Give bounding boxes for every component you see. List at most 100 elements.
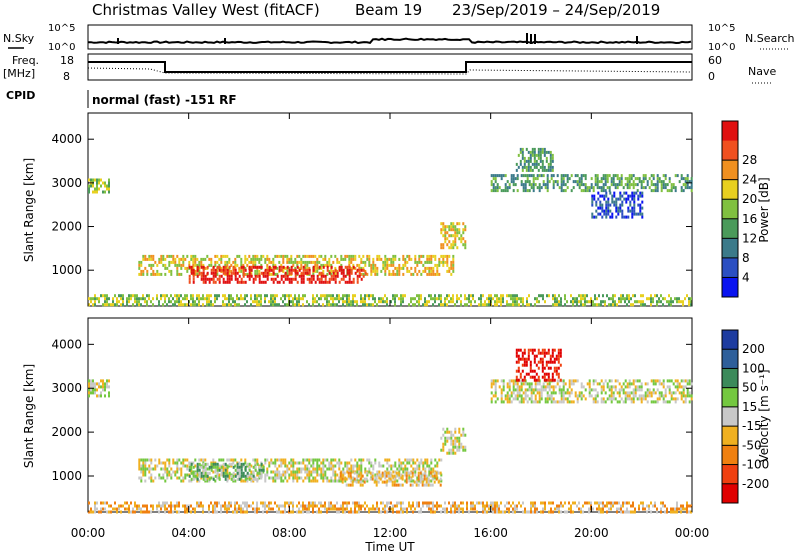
data-cell bbox=[88, 184, 90, 188]
data-cell bbox=[214, 507, 216, 511]
data-cell bbox=[578, 507, 580, 511]
data-cell bbox=[244, 268, 247, 272]
data-cell bbox=[564, 297, 566, 301]
data-cell bbox=[672, 391, 675, 395]
data-cell bbox=[615, 209, 618, 213]
data-cell bbox=[627, 206, 630, 210]
data-cell bbox=[280, 476, 283, 480]
data-cell bbox=[412, 461, 415, 465]
colorbar-tick-label: 16 bbox=[742, 212, 757, 226]
data-cell bbox=[660, 510, 662, 514]
data-cell bbox=[672, 300, 674, 304]
data-cell bbox=[184, 473, 187, 477]
data-cell bbox=[633, 197, 636, 201]
data-cell bbox=[594, 297, 596, 301]
data-cell bbox=[278, 510, 280, 514]
data-cell bbox=[542, 385, 545, 389]
data-cell bbox=[558, 294, 560, 298]
data-cell bbox=[302, 501, 304, 505]
data-cell bbox=[519, 147, 522, 151]
data-cell bbox=[228, 269, 231, 273]
data-cell bbox=[144, 458, 147, 462]
data-cell bbox=[551, 378, 554, 382]
data-cell bbox=[402, 461, 405, 465]
data-cell bbox=[322, 303, 324, 307]
data-cell bbox=[543, 351, 546, 355]
data-cell bbox=[520, 504, 522, 508]
data-cell bbox=[234, 303, 236, 307]
data-cell bbox=[88, 388, 90, 392]
data-cell bbox=[496, 174, 499, 178]
data-cell bbox=[600, 180, 603, 184]
data-cell bbox=[412, 504, 414, 508]
data-cell bbox=[204, 277, 207, 281]
data-cell bbox=[272, 271, 275, 275]
data-cell bbox=[318, 467, 321, 471]
data-cell bbox=[624, 300, 626, 304]
data-cell bbox=[316, 470, 319, 474]
data-cell bbox=[394, 464, 397, 468]
data-cell bbox=[232, 458, 235, 462]
data-cell bbox=[374, 297, 376, 301]
data-cell bbox=[670, 186, 673, 190]
data-cell bbox=[532, 189, 535, 193]
data-cell bbox=[517, 378, 520, 382]
data-cell bbox=[516, 504, 518, 508]
data-cell bbox=[627, 194, 630, 198]
data-cell bbox=[442, 303, 444, 307]
data-cell bbox=[512, 303, 514, 307]
data-cell bbox=[543, 378, 546, 382]
data-cell bbox=[288, 467, 291, 471]
data-cell bbox=[470, 300, 472, 304]
data-cell bbox=[596, 501, 598, 505]
data-cell bbox=[236, 477, 239, 481]
data-cell bbox=[612, 391, 615, 395]
data-cell bbox=[338, 300, 340, 304]
data-cell bbox=[637, 197, 640, 201]
data-cell bbox=[244, 468, 247, 472]
data-cell bbox=[332, 470, 335, 474]
data-cell bbox=[574, 180, 577, 184]
data-cell bbox=[92, 303, 94, 307]
data-cell bbox=[564, 510, 566, 514]
data-cell bbox=[182, 260, 185, 264]
data-cell bbox=[290, 461, 293, 465]
data-cell bbox=[284, 254, 287, 258]
data-cell bbox=[601, 203, 604, 207]
data-cell bbox=[252, 260, 255, 264]
data-cell bbox=[529, 168, 532, 172]
data-cell bbox=[480, 297, 482, 301]
data-cell bbox=[422, 254, 425, 258]
data-cell bbox=[516, 394, 519, 398]
data-cell bbox=[555, 357, 558, 361]
data-cell bbox=[236, 271, 239, 275]
data-cell bbox=[534, 303, 536, 307]
data-cell bbox=[562, 180, 565, 184]
data-cell bbox=[527, 354, 530, 358]
data-cell bbox=[326, 458, 329, 462]
data-cell bbox=[346, 507, 348, 511]
data-cell bbox=[610, 180, 613, 184]
data-cell bbox=[444, 507, 446, 511]
data-cell bbox=[164, 510, 166, 514]
data-cell bbox=[422, 501, 424, 505]
data-cell bbox=[252, 263, 255, 267]
data-cell bbox=[596, 174, 599, 178]
data-cell bbox=[444, 237, 447, 241]
data-cell bbox=[566, 397, 569, 401]
data-cell bbox=[410, 266, 413, 270]
data-cell bbox=[492, 297, 494, 301]
data-cell bbox=[650, 379, 653, 383]
data-cell bbox=[531, 150, 534, 154]
data-cell bbox=[298, 268, 301, 272]
data-cell bbox=[690, 382, 693, 386]
data-cell bbox=[444, 240, 447, 244]
data-cell bbox=[611, 200, 614, 204]
data-cell bbox=[296, 504, 298, 508]
data-cell bbox=[596, 507, 598, 511]
data-cell bbox=[174, 461, 177, 465]
data-cell bbox=[354, 300, 356, 304]
data-cell bbox=[356, 303, 358, 307]
data-cell bbox=[290, 464, 293, 468]
data-cell bbox=[116, 303, 118, 307]
